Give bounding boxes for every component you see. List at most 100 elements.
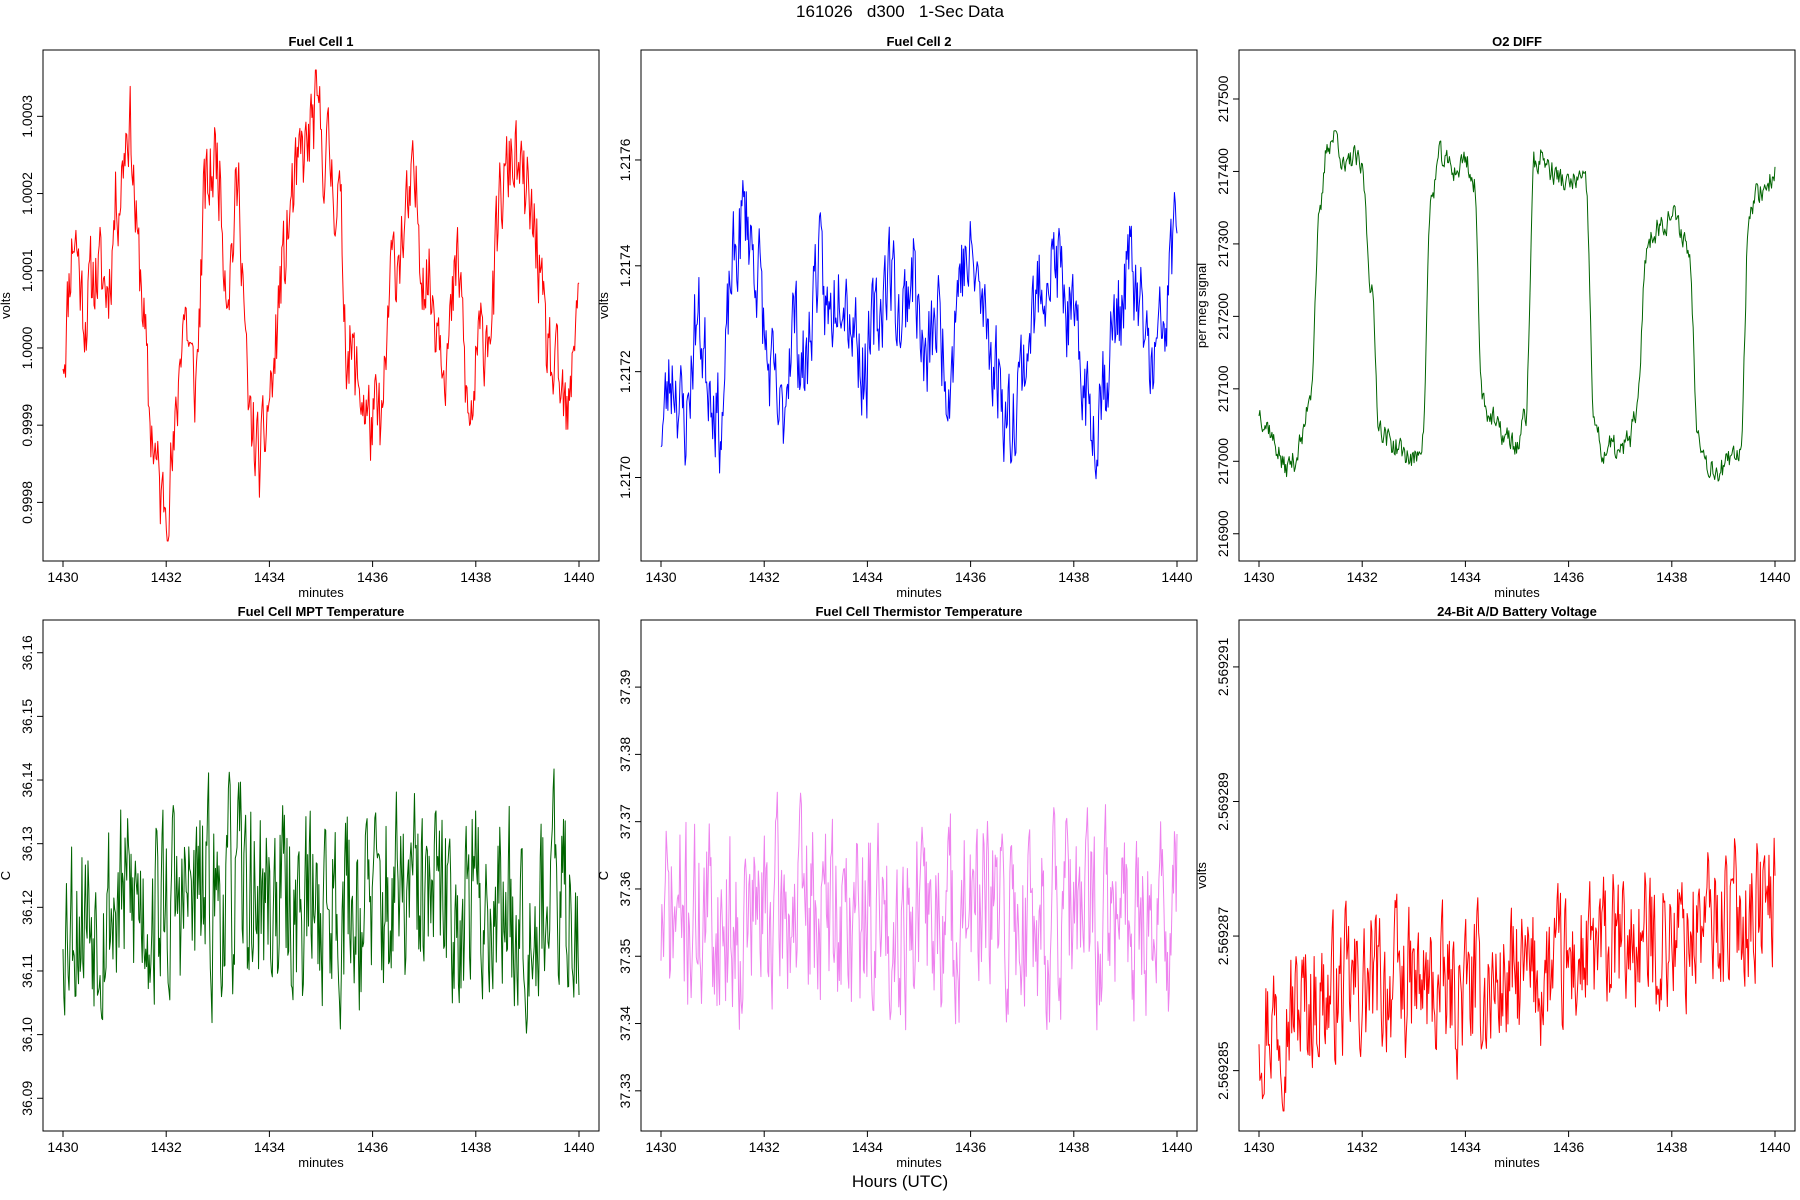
- data-series-line: [660, 180, 1178, 480]
- x-tick-label: 1432: [749, 569, 780, 585]
- y-axis-label: C: [0, 871, 13, 880]
- y-tick-label: 36.12: [19, 890, 35, 925]
- y-tick-label: 1.2174: [617, 244, 633, 287]
- x-tick-label: 1438: [1656, 1139, 1687, 1155]
- y-tick-label: 2.569289: [1215, 772, 1231, 831]
- x-axis-label: minutes: [1494, 1155, 1540, 1170]
- x-tick-label: 1440: [563, 569, 594, 585]
- y-tick-label: 2.569291: [1215, 638, 1231, 697]
- chart-panel: Fuel Cell 2 1430 1432 1434 1436 1438 1440 minut…: [596, 34, 1198, 600]
- x-tick-label: 1434: [1450, 569, 1481, 585]
- x-tick-label: 1438: [460, 569, 491, 585]
- plot-frame: [1238, 49, 1796, 562]
- data-series-line: [62, 69, 580, 542]
- y-tick-label: 217100: [1215, 365, 1231, 412]
- x-tick-label: 1436: [1553, 1139, 1584, 1155]
- x-tick-label: 1434: [1450, 1139, 1481, 1155]
- data-series-line: [1258, 837, 1776, 1112]
- y-tick-label: 36.11: [19, 954, 35, 988]
- x-axis-label: minutes: [298, 1155, 344, 1170]
- figure-title: 161026 d300 1-Sec Data: [796, 2, 1004, 21]
- x-tick-label: 1440: [1759, 1139, 1790, 1155]
- y-tick-label: 36.15: [19, 699, 35, 734]
- y-tick-label: 37.36: [617, 871, 633, 906]
- data-series-line: [62, 768, 580, 1034]
- y-tick-label: 36.14: [19, 762, 35, 797]
- y-tick-label: 37.39: [617, 669, 633, 704]
- data-series-line: [1258, 130, 1776, 482]
- y-tick-label: 0.9999: [19, 404, 35, 447]
- panel-title: Fuel Cell Thermistor Temperature: [815, 604, 1022, 619]
- chart-panel: Fuel Cell MPT Temperature 1430 1432 1434 143…: [0, 604, 600, 1170]
- x-tick-label: 1436: [955, 1139, 986, 1155]
- y-tick-label: 2.569285: [1215, 1041, 1231, 1100]
- x-tick-label: 1440: [563, 1139, 594, 1155]
- y-tick-label: 1.2170: [617, 456, 633, 499]
- x-tick-label: 1440: [1161, 1139, 1192, 1155]
- x-tick-label: 1440: [1161, 569, 1192, 585]
- y-tick-label: 1.0000: [19, 326, 35, 369]
- x-tick-label: 1434: [254, 1139, 285, 1155]
- x-tick-label: 1436: [1553, 569, 1584, 585]
- x-tick-label: 1432: [749, 1139, 780, 1155]
- x-axis-label: minutes: [298, 585, 344, 600]
- y-tick-label: 37.34: [617, 1006, 633, 1041]
- y-tick-label: 216900: [1215, 510, 1231, 557]
- panel-title: O2 DIFF: [1492, 34, 1542, 49]
- x-tick-label: 1436: [357, 1139, 388, 1155]
- x-axis-label: minutes: [896, 1155, 942, 1170]
- y-tick-label: 2.569287: [1215, 907, 1231, 966]
- x-tick-label: 1440: [1759, 569, 1790, 585]
- x-tick-label: 1432: [1347, 1139, 1378, 1155]
- x-tick-label: 1434: [852, 569, 883, 585]
- y-tick-label: 36.13: [19, 826, 35, 861]
- panel-title: Fuel Cell MPT Temperature: [238, 604, 405, 619]
- y-tick-label: 1.0001: [19, 249, 35, 292]
- y-tick-label: 1.0002: [19, 172, 35, 215]
- panel-title: Fuel Cell 1: [288, 34, 353, 49]
- figure-xlabel: Hours (UTC): [851, 1172, 949, 1191]
- y-tick-label: 1.2176: [617, 138, 633, 181]
- x-tick-label: 1432: [151, 569, 182, 585]
- x-tick-label: 1436: [357, 569, 388, 585]
- x-tick-label: 1430: [47, 1139, 78, 1155]
- x-tick-label: 1434: [852, 1139, 883, 1155]
- x-tick-label: 1430: [645, 1139, 676, 1155]
- x-tick-label: 1430: [1243, 569, 1274, 585]
- y-tick-label: 1.2172: [617, 350, 633, 393]
- plot-frame: [1238, 619, 1796, 1132]
- y-tick-label: 37.35: [617, 939, 633, 974]
- y-tick-label: 1.0003: [19, 95, 35, 138]
- x-tick-label: 1430: [47, 569, 78, 585]
- y-axis-label: volts: [596, 292, 611, 319]
- y-tick-label: 217000: [1215, 438, 1231, 485]
- y-tick-label: 0.9998: [19, 481, 35, 524]
- y-tick-label: 37.37: [617, 804, 633, 839]
- panel-title: Fuel Cell 2: [886, 34, 951, 49]
- x-tick-label: 1430: [1243, 1139, 1274, 1155]
- y-tick-label: 36.16: [19, 635, 35, 670]
- x-tick-label: 1438: [1058, 1139, 1089, 1155]
- x-tick-label: 1434: [254, 569, 285, 585]
- x-tick-label: 1438: [460, 1139, 491, 1155]
- y-tick-label: 217200: [1215, 293, 1231, 340]
- y-tick-label: 37.33: [617, 1073, 633, 1108]
- chart-panel: Fuel Cell Thermistor Temperature 1430 1432…: [596, 604, 1198, 1170]
- x-axis-label: minutes: [896, 585, 942, 600]
- chart-panel: O2 DIFF 1430 1432 1434 1436 1438 1440 minutes 21…: [1194, 34, 1796, 600]
- y-axis-label: volts: [0, 292, 13, 319]
- x-tick-label: 1432: [151, 1139, 182, 1155]
- x-axis-label: minutes: [1494, 585, 1540, 600]
- y-axis-label: per meg signal: [1194, 263, 1209, 348]
- panel-title: 24-Bit A/D Battery Voltage: [1437, 604, 1597, 619]
- x-tick-label: 1432: [1347, 569, 1378, 585]
- y-axis-label: C: [596, 871, 611, 880]
- plot-frame: [640, 619, 1198, 1132]
- x-tick-label: 1438: [1058, 569, 1089, 585]
- chart-panel: 24-Bit A/D Battery Voltage 1430 1432 1434 14…: [1194, 604, 1796, 1170]
- y-tick-label: 36.09: [19, 1081, 35, 1116]
- y-tick-label: 217400: [1215, 148, 1231, 195]
- y-axis-label: volts: [1194, 862, 1209, 889]
- y-tick-label: 217500: [1215, 75, 1231, 122]
